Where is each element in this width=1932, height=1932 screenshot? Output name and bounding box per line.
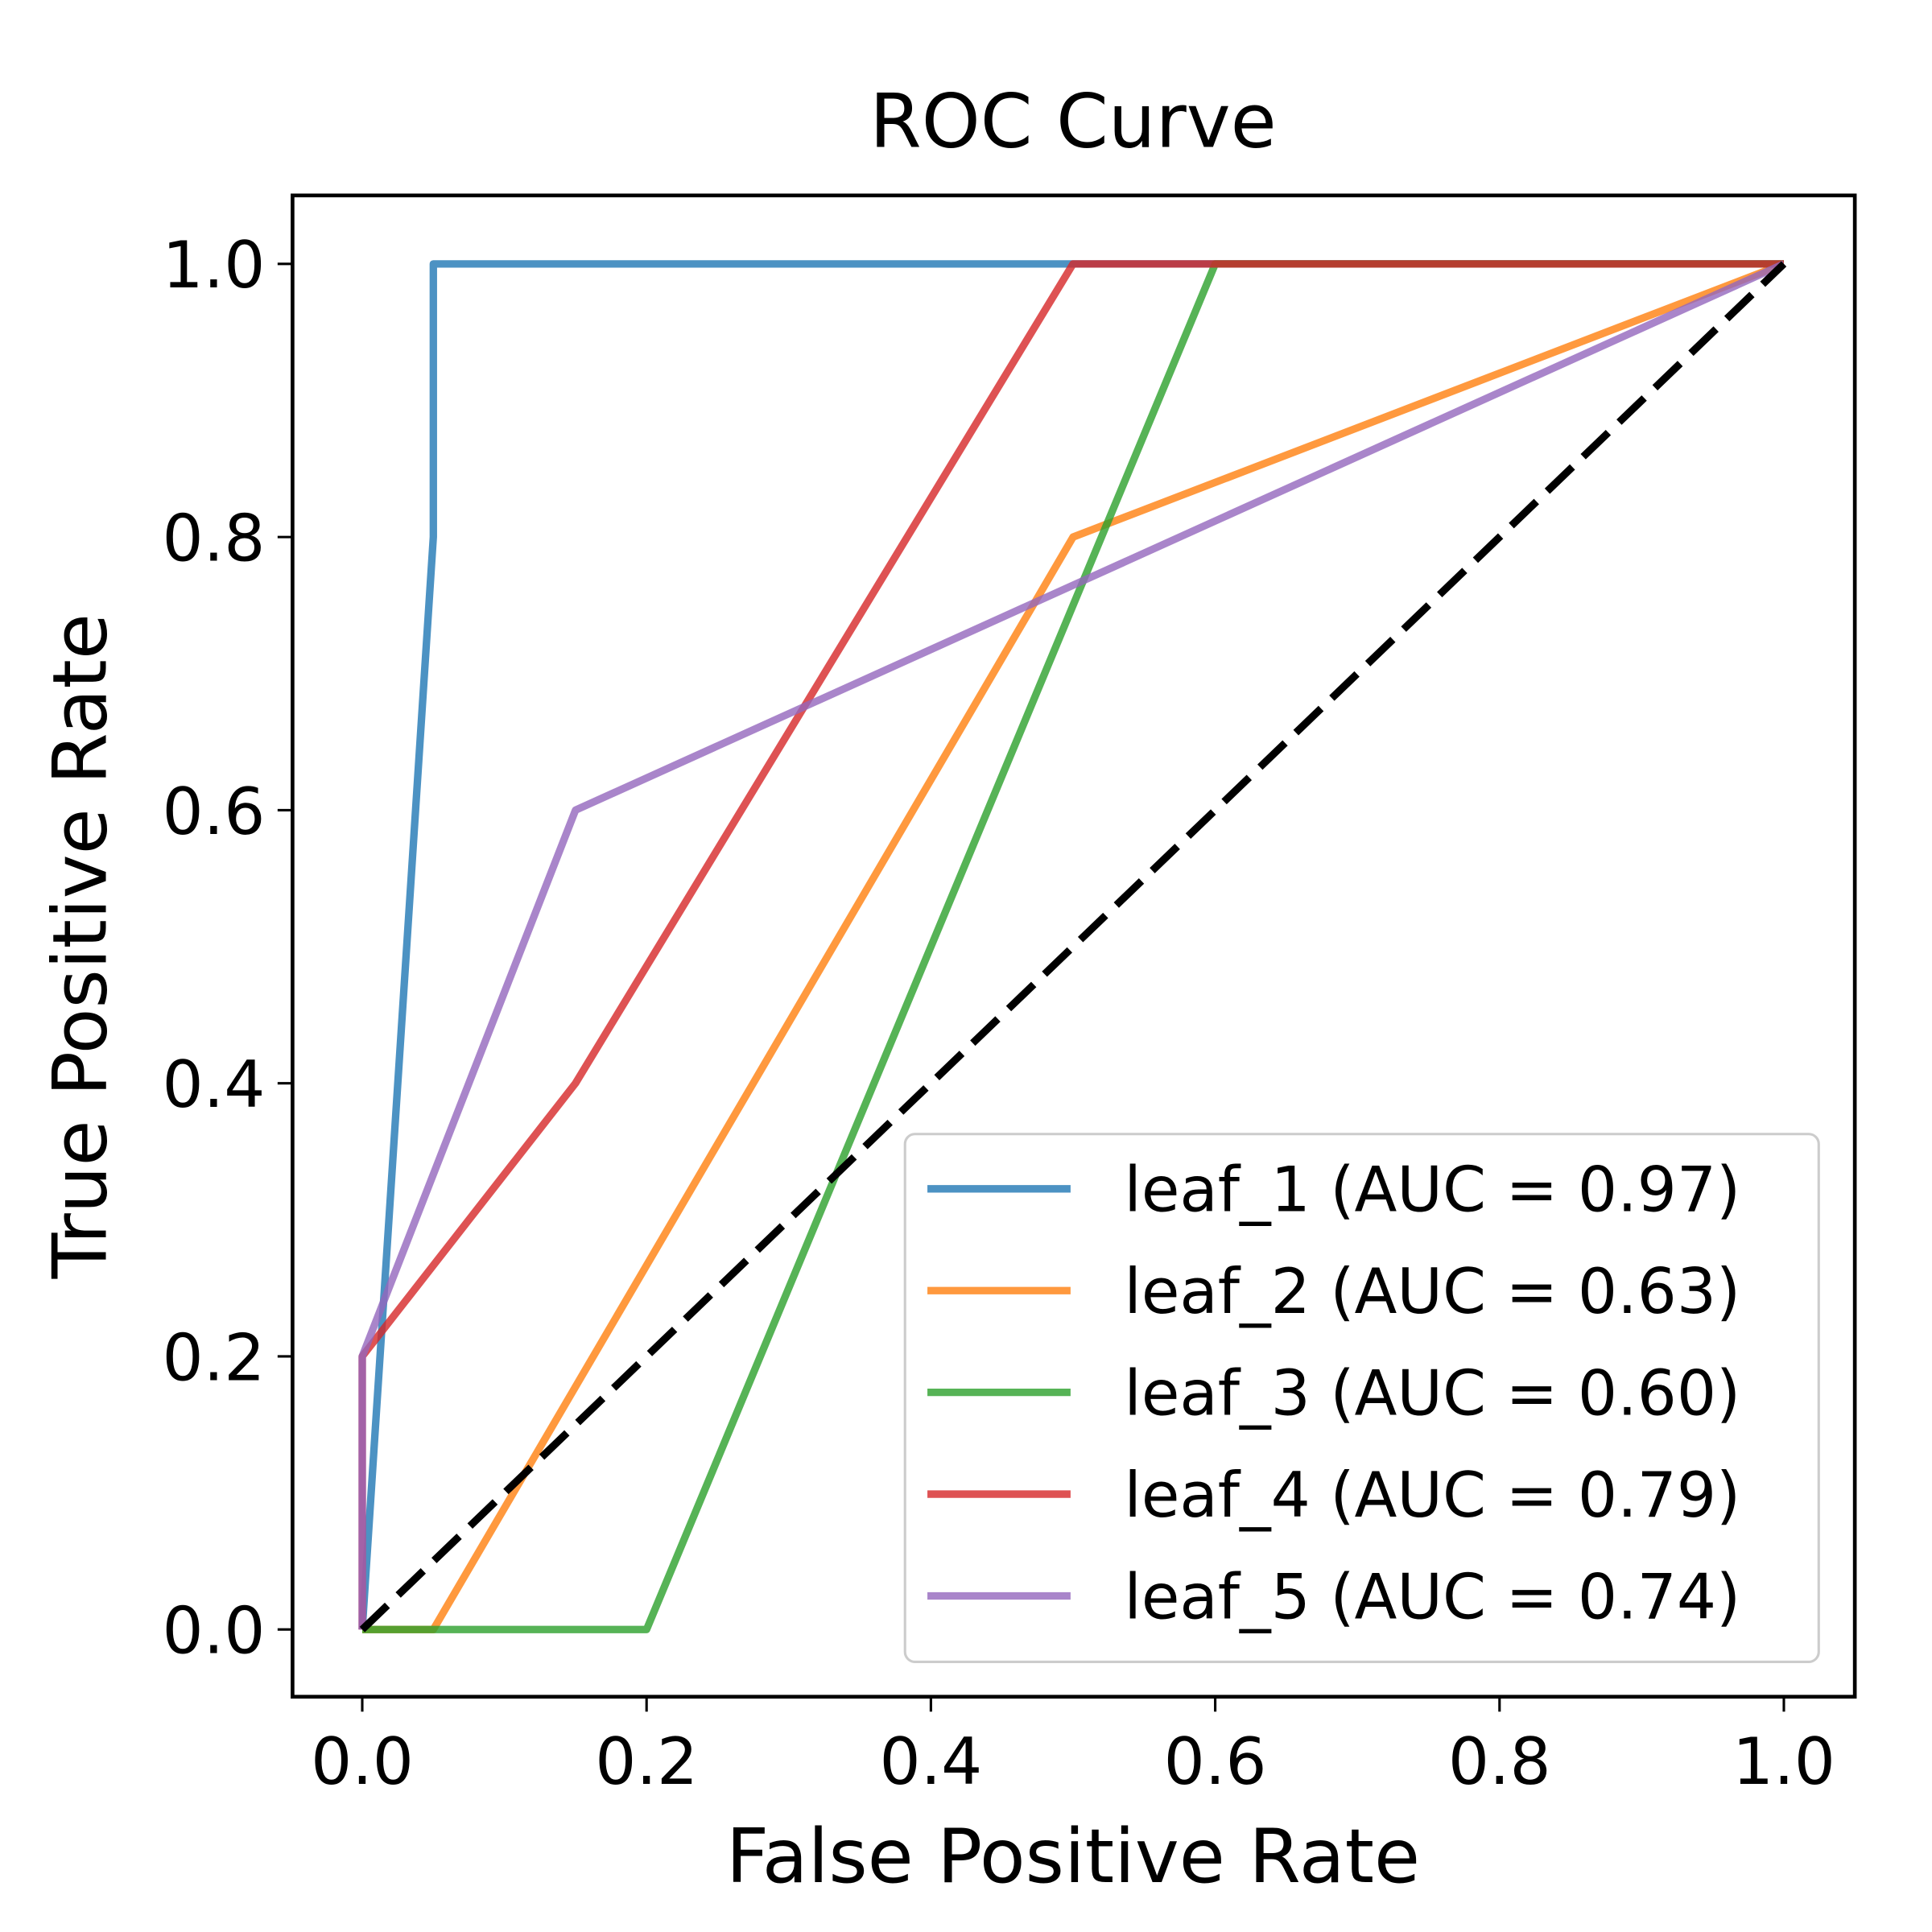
axes-frame — [291, 193, 1857, 1699]
y-tick-label: 0.0 — [163, 1593, 266, 1669]
x-axis: 0.0 0.2 0.4 0.6 0.8 1.0 — [311, 1696, 1835, 1799]
x-tick-label: 0.0 — [311, 1724, 414, 1799]
x-tick-label: 0.2 — [595, 1724, 698, 1799]
y-axis: 0.0 0.2 0.4 0.6 0.8 1.0 — [163, 227, 293, 1669]
x-axis-label: False Positive Rate — [726, 1813, 1420, 1900]
y-tick-label: 0.4 — [163, 1046, 266, 1122]
plot-area — [358, 260, 1787, 1633]
series-line-5 — [358, 260, 1785, 1630]
x-tick-label: 0.4 — [879, 1724, 982, 1799]
reference-diagonal — [359, 261, 1787, 1633]
legend-label-3: leaf_3 (AUC = 0.60) — [1124, 1357, 1740, 1430]
x-tick-label: 0.6 — [1164, 1724, 1267, 1799]
y-tick-label: 0.8 — [163, 500, 266, 576]
y-tick-label: 0.6 — [163, 774, 266, 849]
legend-label-1: leaf_1 (AUC = 0.97) — [1124, 1154, 1740, 1227]
y-axis-label: True Positive Rate — [36, 613, 123, 1279]
legend-label-2: leaf_2 (AUC = 0.63) — [1124, 1256, 1740, 1328]
x-tick-label: 1.0 — [1732, 1724, 1835, 1799]
legend: leaf_1 (AUC = 0.97) leaf_2 (AUC = 0.63) le… — [903, 1133, 1820, 1663]
y-tick-label: 1.0 — [163, 227, 266, 303]
y-tick-label: 0.2 — [163, 1319, 266, 1395]
chart-title: ROC Curve — [869, 77, 1276, 164]
legend-box — [903, 1133, 1820, 1663]
legend-label-5: leaf_5 (AUC = 0.74) — [1124, 1561, 1740, 1633]
legend-label-4: leaf_4 (AUC = 0.79) — [1124, 1459, 1740, 1532]
x-tick-label: 0.8 — [1448, 1724, 1551, 1799]
